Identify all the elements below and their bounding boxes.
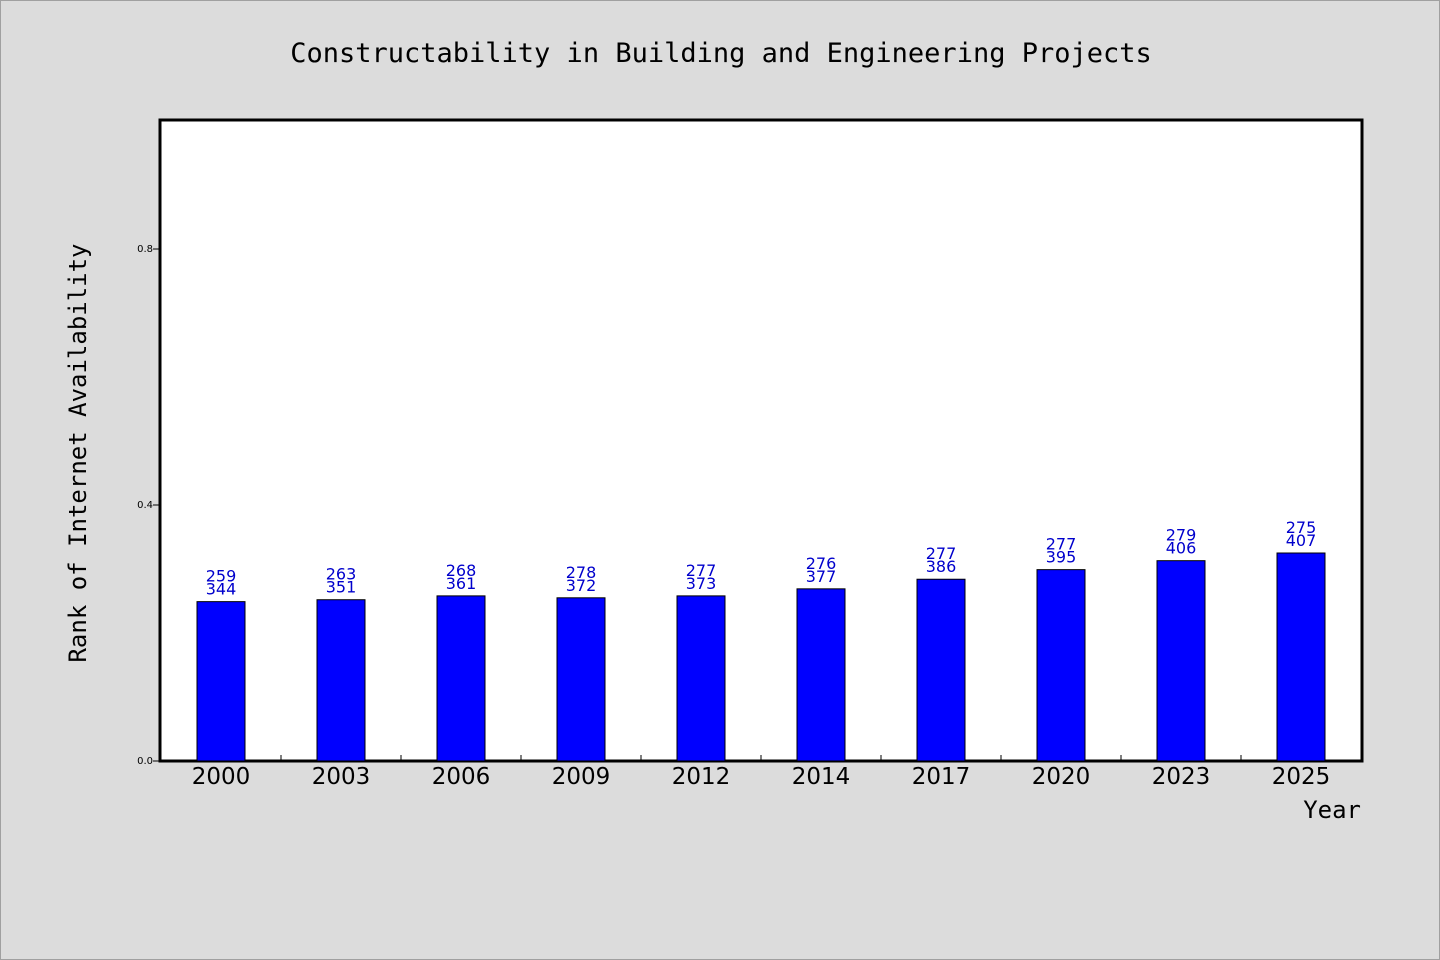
bar-label-top: 279 (1166, 526, 1197, 545)
bar-label-top: 276 (806, 554, 837, 573)
bar (316, 599, 366, 762)
bar (436, 595, 486, 762)
bar (916, 578, 966, 762)
x-tick-label: 2017 (912, 764, 971, 790)
x-tick-label: 2003 (312, 764, 371, 790)
bar (676, 595, 726, 762)
bar-label-bottom: 377 (806, 567, 837, 586)
bar-label-top: 268 (446, 561, 477, 580)
bar-label-bottom: 386 (926, 557, 957, 576)
x-tick-label: 2000 (192, 764, 251, 790)
x-tick-label: 2006 (432, 764, 491, 790)
x-tick-label: 2014 (792, 764, 851, 790)
bar-series (196, 552, 1326, 762)
bar (796, 588, 846, 762)
y-axis-title: Rank of Internet Availability (64, 243, 92, 662)
bar-label-bottom: 373 (686, 574, 717, 593)
chart-title: Constructability in Building and Enginee… (290, 38, 1152, 69)
bar-label-bottom: 372 (566, 576, 597, 595)
bar-label-bottom: 361 (446, 574, 477, 593)
y-axis: 0.0 0.4 0.8 (137, 244, 161, 767)
bar-label-top: 277 (926, 544, 957, 563)
x-tick-label: 2012 (672, 764, 731, 790)
bar (1276, 552, 1326, 762)
bar-label-top: 259 (206, 567, 237, 586)
x-tick-label: 2020 (1032, 764, 1091, 790)
bar (1036, 569, 1086, 762)
x-axis-title: Year (1303, 796, 1361, 824)
bar-label-top: 277 (1046, 535, 1077, 554)
x-tick-label: 2025 (1272, 764, 1331, 790)
bar-label-bottom: 407 (1286, 531, 1317, 550)
y-tick-label: 0.8 (137, 244, 153, 255)
bar-label-top: 275 (1286, 518, 1317, 537)
bar-label-bottom: 344 (206, 580, 237, 599)
x-tick-label: 2009 (552, 764, 611, 790)
x-tick-label: 2023 (1152, 764, 1211, 790)
bar-label-bottom: 406 (1166, 539, 1197, 558)
bar-label-top: 263 (326, 565, 357, 584)
bar-label-bottom: 395 (1046, 548, 1077, 567)
bar-label-bottom: 351 (326, 578, 357, 597)
bar (556, 597, 606, 762)
y-tick-label: 0.4 (137, 500, 153, 511)
bar-data-labels: 2593442633512683612783722773732763772773… (206, 518, 1317, 599)
bar-label-top: 278 (566, 563, 597, 582)
bar-label-top: 277 (686, 561, 717, 580)
bar (196, 601, 246, 762)
y-tick-label: 0.0 (137, 756, 153, 767)
bar (1156, 560, 1206, 762)
x-axis: 2000 2003 2006 2009 2012 2014 2017 2020 2023 2025 (192, 755, 1331, 790)
